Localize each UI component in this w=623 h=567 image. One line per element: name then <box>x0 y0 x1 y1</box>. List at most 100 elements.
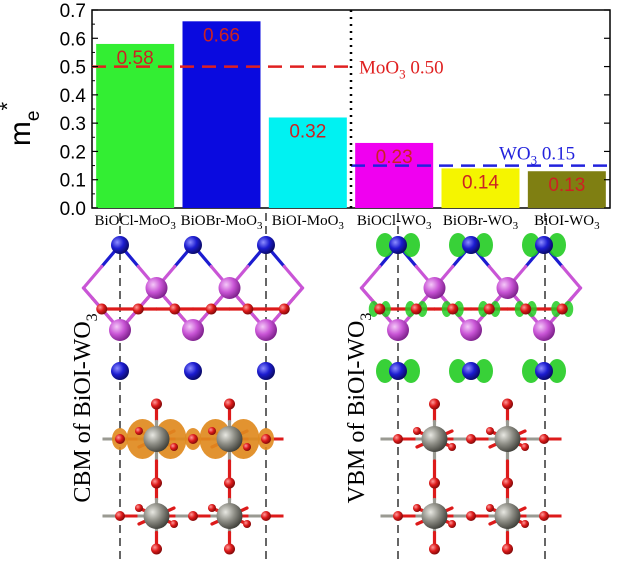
y-tick-label: 0.6 <box>60 29 86 50</box>
oxygen-atom <box>207 504 216 512</box>
tungsten-atom <box>494 426 521 452</box>
oxygen-atom <box>261 511 271 521</box>
bars <box>96 21 606 208</box>
bismuth-atom <box>423 277 446 299</box>
oxygen-atom <box>134 504 143 512</box>
reference-line-label: MoO3 0.50 <box>359 58 444 82</box>
tungsten-atom <box>421 426 448 452</box>
bar-BiOBr-WO3 <box>441 168 520 208</box>
oxygen-atom <box>502 543 513 555</box>
oxygen-atom <box>521 443 530 451</box>
oxygen-atom <box>224 543 235 555</box>
bismuth-atom <box>109 319 131 341</box>
bar-chart: 0.58 0.66 0.32 0.23 0.14 0.13 MoO3 0.50 WO3 0.… <box>0 1 611 232</box>
bar-BiOCl-MoO3 <box>96 43 175 208</box>
vbm-structure-label: VBM of BiOI-WO3 <box>344 313 375 504</box>
x-tick-label: BiOCl-WO3 <box>357 213 432 232</box>
oxygen-atom <box>556 303 568 315</box>
oxygen-atom <box>151 477 162 489</box>
bismuth-atom <box>182 319 204 341</box>
y-tick-label: 0.0 <box>60 199 86 220</box>
oxygen-atom <box>485 504 494 512</box>
oxygen-atom <box>205 303 217 315</box>
oxygen-atom <box>243 443 252 451</box>
oxygen-atom <box>374 303 386 315</box>
oxygen-atom <box>224 477 235 489</box>
bar-value-label: 0.23 <box>376 147 413 168</box>
x-tick-label: BiOI-MoO3 <box>272 213 345 232</box>
oxygen-atom <box>151 398 162 410</box>
oxygen-atom <box>429 477 440 489</box>
y-tick-label: 0.7 <box>60 1 86 22</box>
bar-BiOI-WO3 <box>527 171 606 208</box>
oxygen-atom <box>224 398 235 410</box>
bar-value-label: 0.13 <box>548 175 585 196</box>
tungsten-atom <box>494 503 521 529</box>
bar-BiOBr-MoO3 <box>182 21 261 208</box>
iodine-atom <box>462 362 480 380</box>
oxygen-atom <box>521 520 530 528</box>
tungsten-atom <box>421 503 448 529</box>
cell-boundaries <box>119 213 546 562</box>
oxygen-atom <box>410 303 422 315</box>
x-tick-label: BiOCl-MoO3 <box>94 213 176 232</box>
tungsten-atom <box>216 503 243 529</box>
y-axis-label: me* <box>0 101 44 146</box>
bar-value-label: 0.58 <box>117 48 154 69</box>
oxygen-atom <box>242 303 254 315</box>
oxygen-atom <box>539 511 549 521</box>
cbm-structure <box>81 236 305 555</box>
x-tick-label: BiOBr-WO3 <box>443 213 519 232</box>
bismuth-atom <box>387 319 409 341</box>
oxygen-atom <box>520 303 532 315</box>
oxygen-atom <box>539 434 549 444</box>
reference-lines: MoO3 0.50 WO3 0.15 <box>92 58 610 168</box>
iodine-atom <box>389 362 407 380</box>
y-axis: 0.0 0.1 0.2 0.3 0.4 0.5 0.6 0.7 <box>60 1 610 220</box>
oxygen-atom <box>151 543 162 555</box>
bar-BiOCl-WO3 <box>355 142 434 208</box>
bar-value-label: 0.66 <box>203 25 240 46</box>
oxygen-atom <box>278 303 290 315</box>
y-tick-label: 0.5 <box>60 58 86 79</box>
x-axis: BiOCl-MoO3 BiOBr-MoO3 BiOI-MoO3 BiOCl-WO3 Bi… <box>94 213 600 232</box>
bismuth-atom <box>496 277 519 299</box>
vbm-structure <box>359 233 583 555</box>
iodine-atom <box>111 236 129 254</box>
oxygen-atom <box>170 443 179 451</box>
oxygen-atom <box>393 511 403 521</box>
oxygen-atom <box>429 543 440 555</box>
y-tick-label: 0.1 <box>60 171 86 192</box>
iodine-atom <box>389 236 407 254</box>
oxygen-atom <box>115 434 125 444</box>
oxygen-atom <box>483 303 495 315</box>
iodine-atom <box>257 236 275 254</box>
oxygen-atom <box>448 520 457 528</box>
oxygen-atom <box>188 511 198 521</box>
oxygen-atom <box>188 434 198 444</box>
bismuth-atom <box>533 319 555 341</box>
cbm-structure-label: CBM of BiOI-WO3 <box>70 313 101 502</box>
tungsten-atom <box>143 426 170 452</box>
oxygen-atom <box>393 434 403 444</box>
value-labels: 0.58 0.66 0.32 0.23 0.14 0.13 <box>117 25 586 196</box>
oxygen-atom <box>261 434 271 444</box>
reference-line-label: WO3 0.15 <box>499 144 575 168</box>
bar-BiOI-MoO3 <box>268 117 347 208</box>
oxygen-atom <box>502 398 513 410</box>
oxygen-atom <box>448 443 457 451</box>
oxygen-atom <box>243 520 252 528</box>
y-tick-label: 0.2 <box>60 142 86 163</box>
iodine-atom <box>184 236 202 254</box>
oxygen-atom <box>466 434 476 444</box>
x-tick-label: BiOBr-MoO3 <box>181 213 263 232</box>
oxygen-atom <box>96 303 108 315</box>
oxygen-atom <box>485 427 494 435</box>
bismuth-atom <box>145 277 168 299</box>
bismuth-atom <box>255 319 277 341</box>
tungsten-atom <box>216 426 243 452</box>
oxygen-atom <box>412 504 421 512</box>
bar-value-label: 0.14 <box>462 172 499 193</box>
y-tick-label: 0.4 <box>60 86 87 107</box>
